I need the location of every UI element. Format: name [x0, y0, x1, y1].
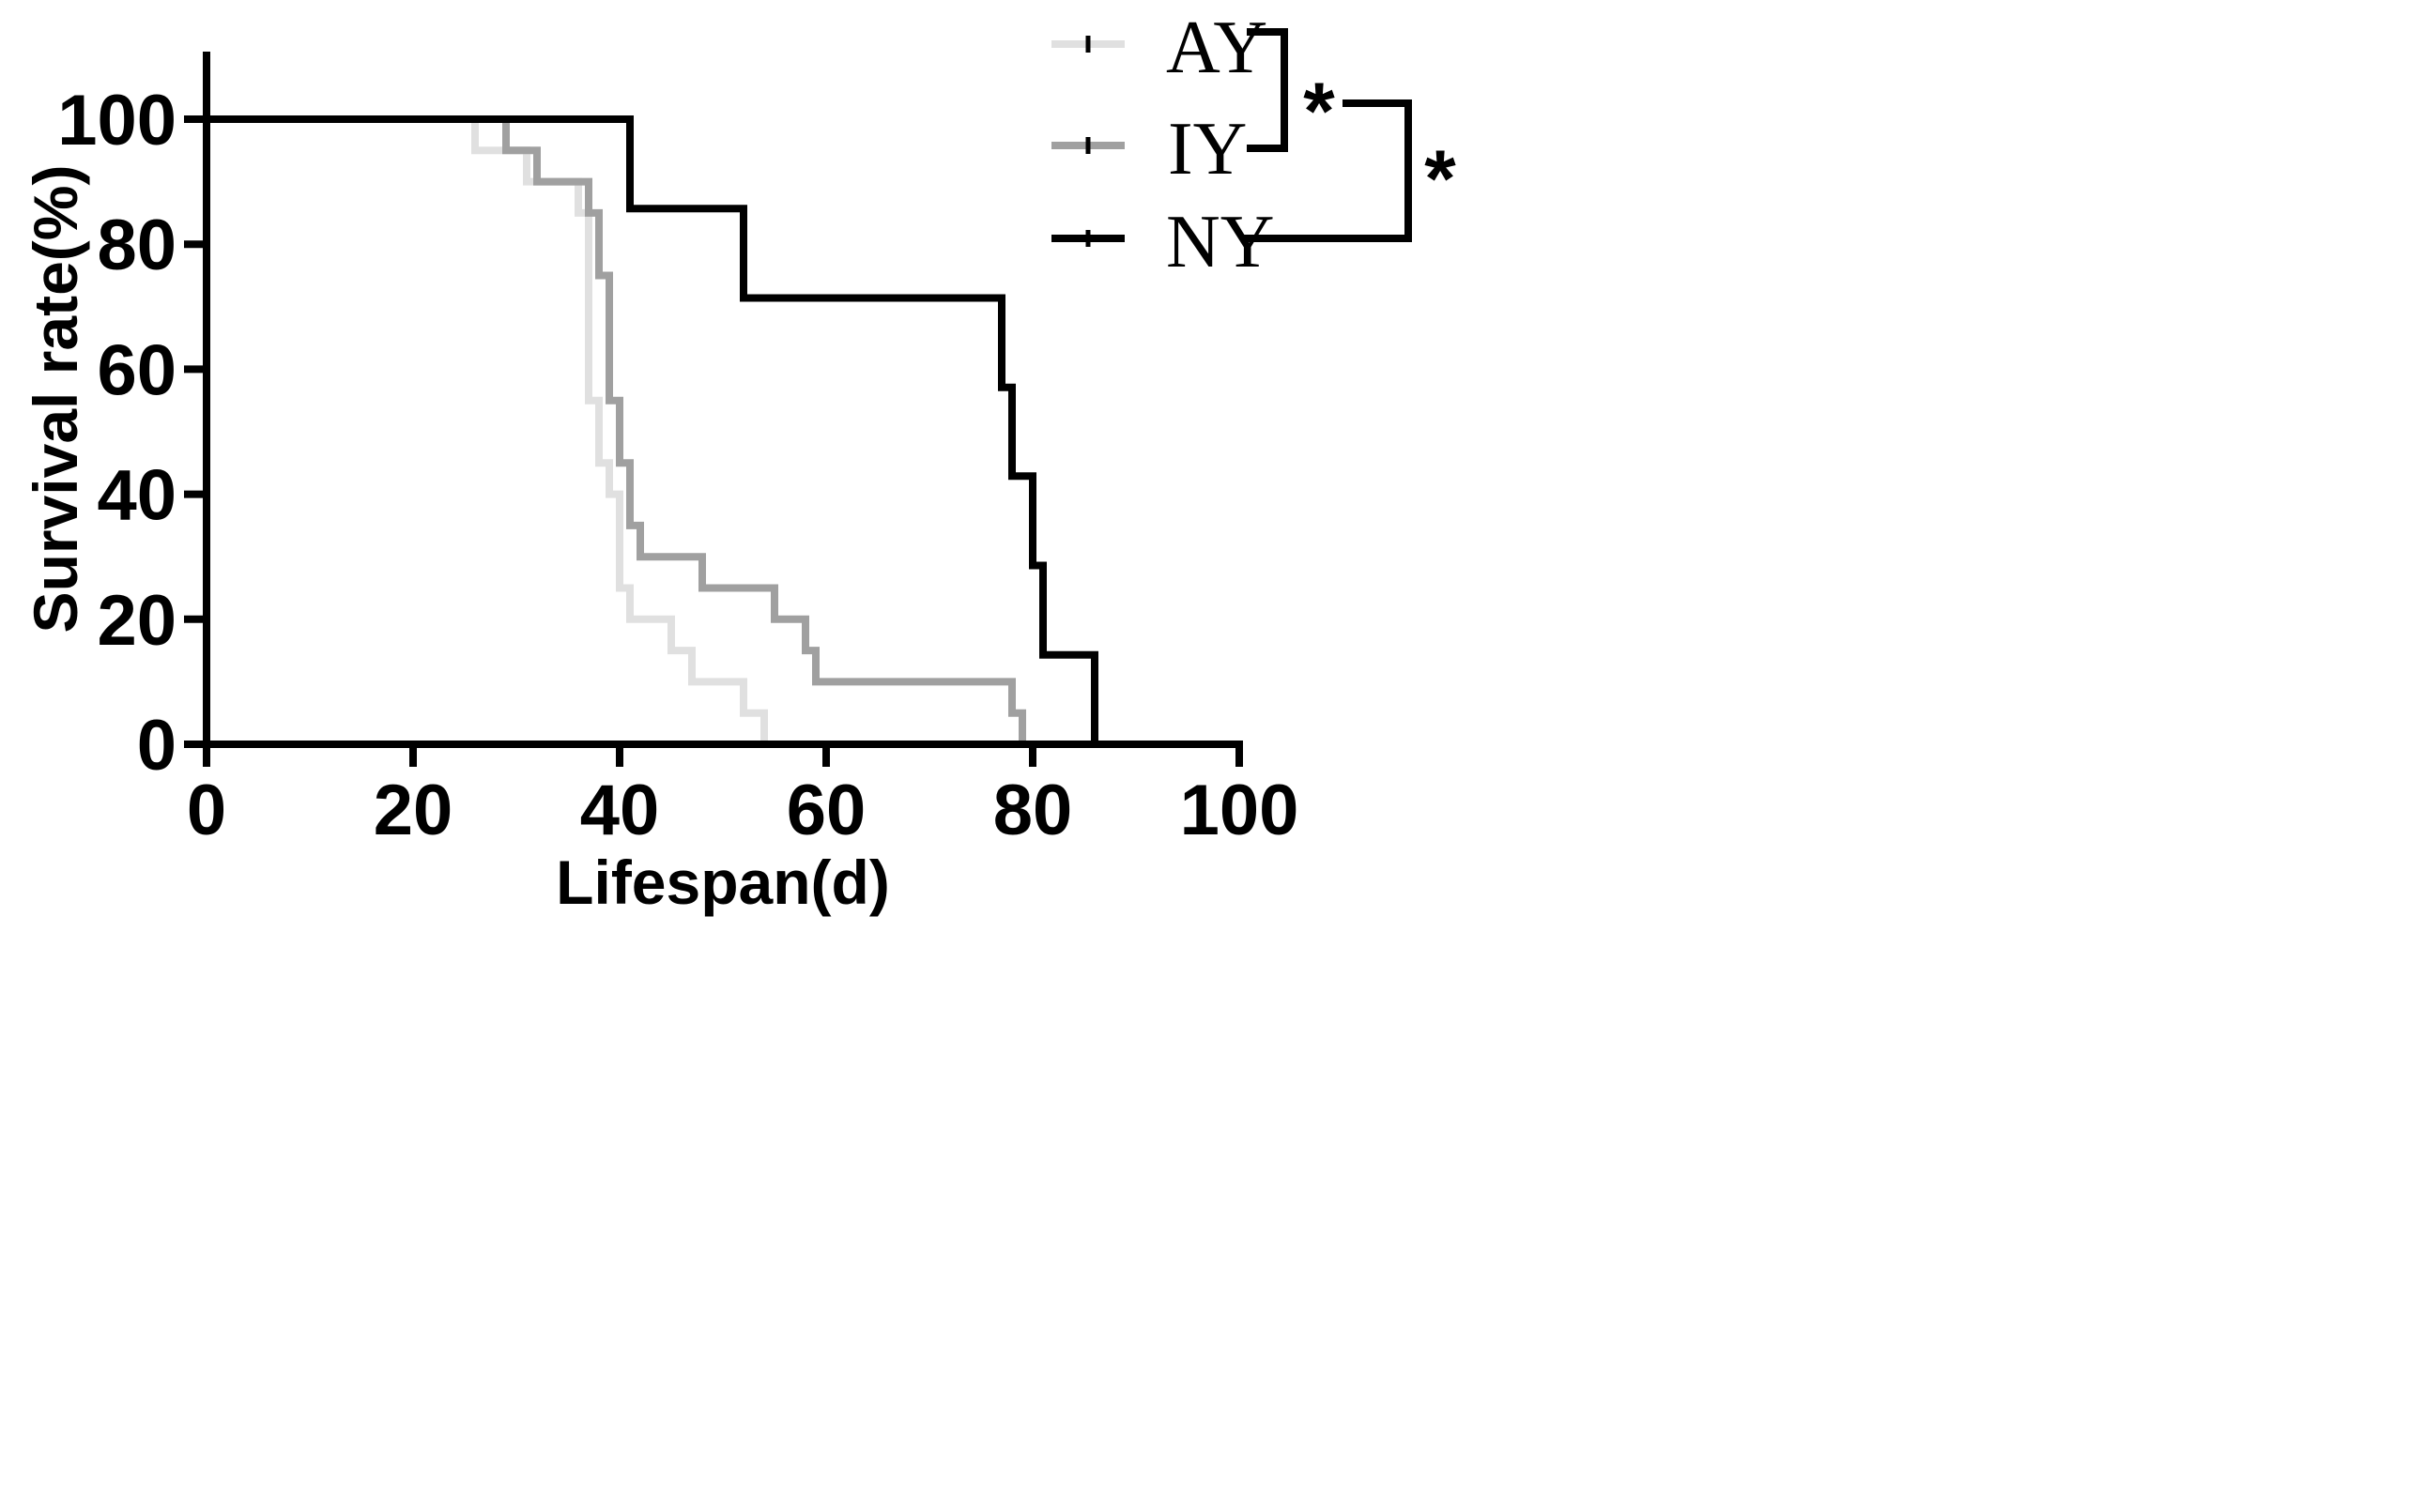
- y-tick-label: 0: [137, 706, 176, 786]
- series-layer: [207, 115, 1098, 744]
- legend-label-ay: AY: [1166, 7, 1267, 89]
- legend-label-iy: IY: [1168, 108, 1247, 191]
- axes-layer: [203, 52, 1243, 748]
- x-tick-label: 0: [187, 771, 226, 850]
- y-tick-label: 20: [97, 581, 176, 661]
- legend-item-ny: NY: [1051, 201, 1275, 283]
- x-tick-label: 20: [374, 771, 453, 850]
- sig-star-iy-ny: *: [1424, 134, 1456, 224]
- x-tick-label: 100: [1180, 771, 1299, 850]
- x-tick-label: 80: [993, 771, 1073, 850]
- x-tick-label: 40: [580, 771, 660, 850]
- series-line-ay: [207, 115, 768, 744]
- y-axis-title: Survival rate(%): [21, 165, 90, 634]
- bracket-iy-ny: [1243, 99, 1412, 242]
- x-axis-title: Lifespan(d): [556, 848, 890, 917]
- significance-brackets: * *: [1243, 28, 1456, 242]
- ticks-layer: 0 20 40 60 80 100 0 20 40 60 80 100: [57, 81, 1298, 850]
- x-tick-label: 60: [787, 771, 867, 850]
- legend-item-iy: IY: [1051, 108, 1247, 191]
- legend-item-ay: AY: [1051, 7, 1267, 89]
- series-line-ny: [207, 115, 1098, 744]
- y-tick-label: 60: [97, 330, 176, 410]
- y-tick-label: 40: [97, 456, 176, 536]
- series-line-iy: [207, 115, 1026, 744]
- y-tick-label: 80: [97, 206, 176, 285]
- bracket-ay-iy: [1247, 28, 1288, 152]
- legend: AY IY NY: [1051, 7, 1275, 283]
- y-tick-label: 100: [57, 81, 176, 160]
- sig-star-ay-iy: *: [1303, 67, 1335, 157]
